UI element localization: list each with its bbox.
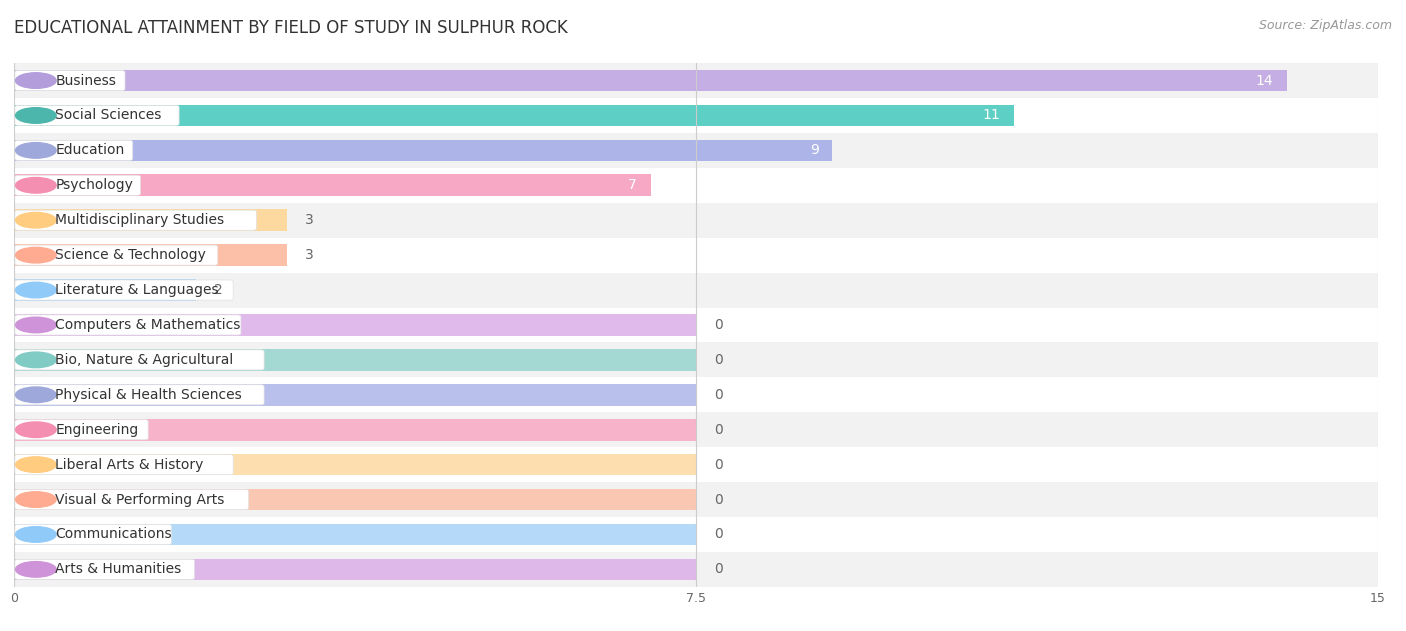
Text: Visual & Performing Arts: Visual & Performing Arts <box>55 493 225 507</box>
FancyBboxPatch shape <box>15 245 218 265</box>
FancyBboxPatch shape <box>15 280 233 300</box>
Circle shape <box>15 247 56 263</box>
FancyBboxPatch shape <box>15 559 194 579</box>
Text: Engineering: Engineering <box>55 423 138 437</box>
FancyBboxPatch shape <box>15 385 264 405</box>
FancyBboxPatch shape <box>15 210 256 230</box>
Bar <box>14 517 1378 552</box>
Text: Physical & Health Sciences: Physical & Health Sciences <box>55 388 242 402</box>
Bar <box>14 280 195 301</box>
Circle shape <box>15 177 56 193</box>
Bar <box>14 377 1378 412</box>
Bar <box>14 447 1378 482</box>
Text: 0: 0 <box>714 493 723 507</box>
Bar <box>14 524 696 545</box>
Text: Communications: Communications <box>55 528 172 541</box>
FancyBboxPatch shape <box>15 350 264 370</box>
Text: Computers & Mathematics: Computers & Mathematics <box>55 318 240 332</box>
Text: Liberal Arts & History: Liberal Arts & History <box>55 457 204 471</box>
Bar <box>14 412 1378 447</box>
Circle shape <box>15 282 56 298</box>
FancyBboxPatch shape <box>15 524 172 545</box>
Circle shape <box>15 492 56 507</box>
Text: Psychology: Psychology <box>55 179 134 192</box>
Bar <box>14 133 1378 168</box>
Bar <box>14 349 696 370</box>
Text: 0: 0 <box>714 457 723 471</box>
Bar <box>14 63 1378 98</box>
Bar <box>14 307 1378 343</box>
Bar <box>14 209 287 231</box>
Text: Literature & Languages: Literature & Languages <box>55 283 219 297</box>
Bar <box>14 175 651 196</box>
FancyBboxPatch shape <box>15 140 132 160</box>
Text: Source: ZipAtlas.com: Source: ZipAtlas.com <box>1258 19 1392 32</box>
Circle shape <box>15 457 56 473</box>
FancyBboxPatch shape <box>15 490 249 510</box>
Bar <box>14 454 696 475</box>
Bar <box>14 343 1378 377</box>
FancyBboxPatch shape <box>15 454 233 475</box>
Text: Social Sciences: Social Sciences <box>55 109 162 122</box>
Text: 7: 7 <box>628 179 637 192</box>
Text: Multidisciplinary Studies: Multidisciplinary Studies <box>55 213 225 227</box>
Circle shape <box>15 143 56 158</box>
Text: EDUCATIONAL ATTAINMENT BY FIELD OF STUDY IN SULPHUR ROCK: EDUCATIONAL ATTAINMENT BY FIELD OF STUDY… <box>14 19 568 37</box>
Circle shape <box>15 108 56 123</box>
FancyBboxPatch shape <box>15 175 141 196</box>
Bar <box>14 273 1378 307</box>
Bar <box>14 238 1378 273</box>
Bar <box>14 168 1378 203</box>
Circle shape <box>15 73 56 88</box>
Bar <box>14 139 832 161</box>
FancyBboxPatch shape <box>15 315 240 335</box>
Text: 0: 0 <box>714 528 723 541</box>
Bar <box>14 70 1286 91</box>
Bar <box>14 98 1378 133</box>
Circle shape <box>15 352 56 368</box>
Circle shape <box>15 422 56 437</box>
Bar <box>14 482 1378 517</box>
Circle shape <box>15 527 56 542</box>
Text: 9: 9 <box>810 143 818 157</box>
FancyBboxPatch shape <box>15 105 179 126</box>
FancyBboxPatch shape <box>15 71 125 91</box>
Text: 3: 3 <box>305 248 314 262</box>
Bar <box>14 489 696 510</box>
Text: 0: 0 <box>714 318 723 332</box>
Text: 0: 0 <box>714 423 723 437</box>
Text: Bio, Nature & Agricultural: Bio, Nature & Agricultural <box>55 353 233 367</box>
Text: 0: 0 <box>714 562 723 576</box>
Bar <box>14 552 1378 587</box>
Text: Arts & Humanities: Arts & Humanities <box>55 562 181 576</box>
Bar <box>14 384 696 406</box>
Text: 3: 3 <box>305 213 314 227</box>
Text: 14: 14 <box>1256 74 1274 88</box>
Circle shape <box>15 213 56 228</box>
Text: 0: 0 <box>714 353 723 367</box>
Circle shape <box>15 387 56 403</box>
Text: 11: 11 <box>983 109 1001 122</box>
Text: 2: 2 <box>214 283 222 297</box>
Text: Business: Business <box>55 74 117 88</box>
Bar <box>14 558 696 580</box>
Circle shape <box>15 562 56 577</box>
Circle shape <box>15 317 56 333</box>
Text: 0: 0 <box>714 388 723 402</box>
Bar <box>14 244 287 266</box>
Bar <box>14 105 1014 126</box>
Text: Education: Education <box>55 143 124 157</box>
FancyBboxPatch shape <box>15 420 148 440</box>
Bar <box>14 419 696 440</box>
Text: Science & Technology: Science & Technology <box>55 248 207 262</box>
Bar <box>14 203 1378 238</box>
Bar <box>14 314 696 336</box>
